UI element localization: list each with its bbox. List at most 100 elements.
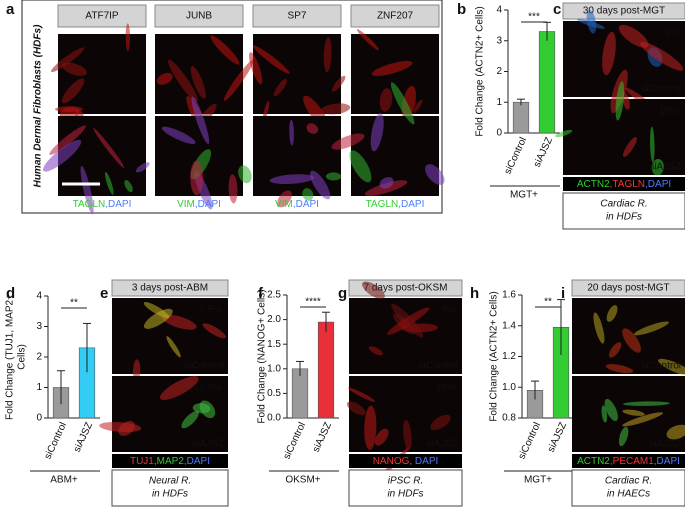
column-header-bg (350, 4, 440, 28)
panel-header-bg (571, 279, 685, 297)
cell (166, 336, 181, 358)
cell (99, 421, 142, 433)
panel-letter: h (470, 285, 479, 302)
x-tick-label: siControl (516, 421, 543, 461)
y-tick-label: 0 (36, 413, 42, 424)
y-tick-label: 1.6 (502, 290, 516, 301)
y-tick-label: 1.0 (502, 382, 516, 393)
x-tick-label: siAJSZ (532, 136, 555, 169)
cell (104, 171, 114, 195)
column-header-bg (57, 4, 147, 28)
caption: Cardiac R. (600, 199, 647, 210)
caption-box (571, 469, 685, 507)
y-tick-label: 2 (496, 66, 502, 77)
percent-label: 5% (665, 28, 680, 39)
panel-letter: d (6, 285, 15, 302)
condition-label: siControl (419, 361, 458, 372)
y-tick-label: 2 (36, 352, 42, 363)
y-axis-label: Cells) (17, 344, 28, 370)
cell (331, 133, 365, 150)
cell (49, 125, 86, 155)
stain-part: NANOG (373, 456, 410, 467)
cell (602, 31, 616, 76)
x-tick-label: siAJSZ (311, 421, 334, 454)
cell (618, 24, 649, 48)
cell (190, 160, 204, 196)
cell (161, 126, 196, 144)
y-axis-label: Fold Change (NANOG+ Cells) (257, 289, 268, 423)
stain-part: TAGLN (73, 199, 106, 210)
stain-part: , DAPI (409, 456, 438, 467)
cell (125, 23, 131, 52)
percent-label: 17.3% (194, 383, 222, 394)
caption: in HAECs (607, 489, 650, 500)
cell (124, 180, 133, 193)
cell (210, 35, 240, 65)
caption: in HDFs (387, 489, 423, 500)
cell (623, 137, 637, 157)
x-tick-label: siControl (281, 421, 308, 461)
group-label: MGT+ (524, 475, 552, 486)
stain-part: ,TAGLN (610, 179, 645, 190)
side-label: Human Dermal Fibroblasts (HDFs) (33, 24, 44, 187)
cell (43, 139, 82, 172)
cell (390, 82, 415, 125)
cell (323, 36, 332, 73)
bar (317, 321, 335, 419)
y-tick-label: 4 (36, 291, 42, 302)
cell (249, 52, 263, 85)
cell (666, 424, 685, 440)
cell (615, 81, 625, 121)
stain-bar (572, 454, 685, 468)
panel-header: 7 days post-OKSM (364, 283, 448, 294)
cell (269, 174, 315, 185)
cell (310, 170, 331, 200)
column-header: ATF7IP (85, 11, 118, 22)
percent-label: 7.5% (199, 305, 222, 316)
stain-label: ACTN2,TAGLN,DAPI (577, 179, 671, 190)
condition-label: siControl (642, 361, 681, 372)
significance-label: *** (528, 12, 540, 23)
significance-label: ** (544, 297, 552, 308)
micrograph (563, 99, 685, 175)
condition-label: siAJSZ (426, 439, 458, 450)
cell (371, 60, 413, 77)
cell (346, 401, 366, 416)
cell (658, 358, 685, 376)
stain-part: ,DAPI (293, 199, 319, 210)
stain-bar (112, 454, 228, 468)
condition-label: siAJSZ (649, 439, 681, 450)
cell (606, 305, 618, 322)
panel-letter: i (561, 285, 565, 302)
cell (135, 162, 150, 173)
cell (403, 419, 412, 450)
cell (159, 376, 199, 400)
y-axis-label: Fold Change (ACTN2+ Cells) (489, 291, 500, 421)
panel-header: 30 days post-MGT (583, 6, 665, 17)
cell (156, 72, 173, 85)
stain-part: ,DAPI (195, 199, 221, 210)
percent-label: 18% (436, 383, 456, 394)
y-tick-label: 3 (36, 321, 42, 332)
cell (379, 177, 394, 189)
caption: Neural R. (149, 476, 191, 487)
caption: iPSC R. (388, 476, 424, 487)
y-tick-label: 0.5 (267, 388, 281, 399)
cell (391, 303, 424, 338)
caption-box (562, 192, 685, 230)
column-header-bg (154, 4, 244, 28)
y-tick-label: 1.2 (502, 351, 516, 362)
caption: in HDFs (152, 489, 188, 500)
condition-label: siAJSZ (649, 162, 681, 173)
micrograph (58, 34, 146, 114)
column-header: ZNF207 (377, 11, 414, 22)
cell (608, 342, 622, 358)
cell (289, 119, 294, 146)
stain-label: NANOG, DAPI (373, 456, 439, 467)
x-tick-label: siControl (502, 136, 529, 176)
stain-bar (563, 177, 685, 191)
cell (430, 414, 451, 431)
cell (143, 308, 173, 329)
panel-header-bg (111, 279, 229, 297)
cell (555, 129, 573, 138)
